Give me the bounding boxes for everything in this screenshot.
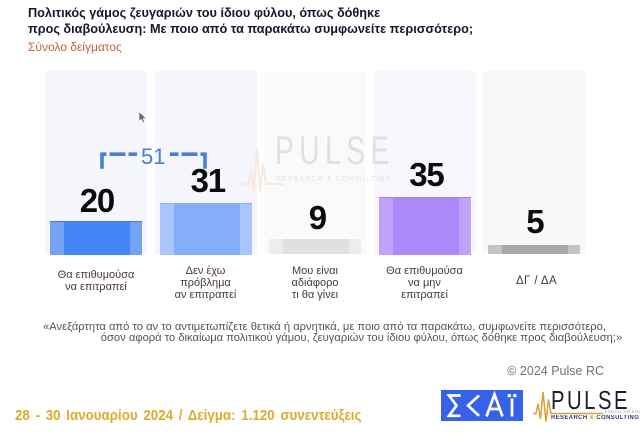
svg-text:51: 51: [141, 144, 165, 169]
